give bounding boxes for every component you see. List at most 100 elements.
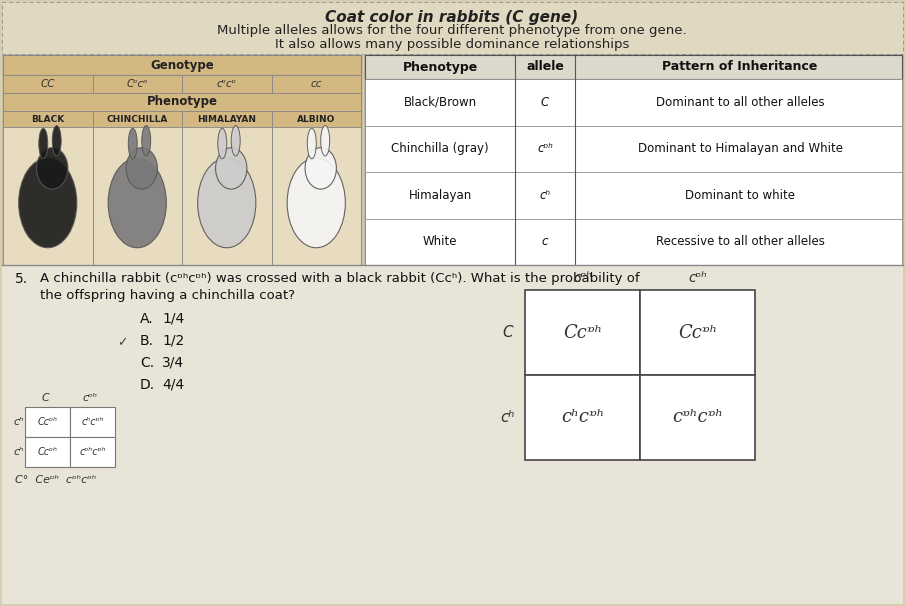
Text: BLACK: BLACK xyxy=(31,115,64,124)
Bar xyxy=(2,2,903,54)
Text: cc: cc xyxy=(310,79,322,89)
Ellipse shape xyxy=(36,148,68,189)
Text: Chinchilla (gray): Chinchilla (gray) xyxy=(391,142,489,155)
Bar xyxy=(640,290,755,375)
Text: C°  Ceᶛʰ  cᶛʰcᶛʰ: C° Ceᶛʰ cᶛʰcᶛʰ xyxy=(15,475,96,485)
Bar xyxy=(365,172,902,219)
Text: cᶛʰcᶛʰ: cᶛʰcᶛʰ xyxy=(80,447,106,457)
Bar xyxy=(365,125,902,172)
Text: cʰ: cʰ xyxy=(14,447,24,457)
Text: 3/4: 3/4 xyxy=(162,356,184,370)
Text: CHINCHILLA: CHINCHILLA xyxy=(107,115,168,124)
Text: allele: allele xyxy=(526,61,564,73)
Text: C: C xyxy=(502,325,513,340)
Text: cʰ: cʰ xyxy=(539,188,550,202)
Ellipse shape xyxy=(126,148,157,189)
Text: HIMALAYAN: HIMALAYAN xyxy=(197,115,256,124)
Text: 1/4: 1/4 xyxy=(162,312,185,326)
Bar xyxy=(272,127,361,265)
Ellipse shape xyxy=(19,158,77,248)
Text: Pattern of Inheritance: Pattern of Inheritance xyxy=(662,61,818,73)
Bar xyxy=(2,265,903,604)
Text: Dominant to Himalayan and White: Dominant to Himalayan and White xyxy=(637,142,843,155)
Text: CC: CC xyxy=(41,79,55,89)
Text: Coat color in rabbits (C gene): Coat color in rabbits (C gene) xyxy=(326,10,578,25)
Ellipse shape xyxy=(231,125,240,156)
Text: Ccᶛʰ: Ccᶛʰ xyxy=(37,447,58,457)
Text: cᶛʰ: cᶛʰ xyxy=(82,393,98,403)
Bar xyxy=(3,93,361,111)
Text: D.: D. xyxy=(140,378,155,392)
Bar xyxy=(365,55,902,265)
Text: 1/2: 1/2 xyxy=(162,334,185,348)
Text: Phenotype: Phenotype xyxy=(147,96,217,108)
Ellipse shape xyxy=(129,128,138,159)
Text: Cᶛcᶛ: Cᶛcᶛ xyxy=(127,79,148,89)
Text: cʰ: cʰ xyxy=(500,410,515,425)
Text: Phenotype: Phenotype xyxy=(403,61,478,73)
Text: c: c xyxy=(542,235,548,248)
Bar xyxy=(365,219,902,265)
Bar xyxy=(525,290,640,375)
Text: Ccᶛʰ: Ccᶛʰ xyxy=(563,324,602,342)
Bar xyxy=(70,407,115,437)
Text: cᶛʰ: cᶛʰ xyxy=(537,142,553,155)
Ellipse shape xyxy=(287,158,346,248)
Text: A.: A. xyxy=(140,312,154,326)
Text: cᶛʰ: cᶛʰ xyxy=(688,271,707,285)
Text: White: White xyxy=(423,235,457,248)
Bar xyxy=(640,375,755,460)
Text: Ccᶛʰ: Ccᶛʰ xyxy=(37,417,58,427)
Ellipse shape xyxy=(218,128,227,159)
Text: Ccᶛʰ: Ccᶛʰ xyxy=(678,324,717,342)
Text: A chinchilla rabbit (cᶛʰcᶛʰ) was crossed with a black rabbit (Ccʰ). What is the : A chinchilla rabbit (cᶛʰcᶛʰ) was crossed… xyxy=(40,272,640,285)
Text: Recessive to all other alleles: Recessive to all other alleles xyxy=(655,235,824,248)
Text: cʰ: cʰ xyxy=(14,417,24,427)
Ellipse shape xyxy=(308,128,316,159)
Text: 5.: 5. xyxy=(15,272,28,286)
Bar xyxy=(3,75,92,93)
Text: cᶛʰ: cᶛʰ xyxy=(573,271,592,285)
Text: B.: B. xyxy=(140,334,154,348)
Ellipse shape xyxy=(52,125,62,156)
Ellipse shape xyxy=(305,148,337,189)
Bar xyxy=(525,375,640,460)
Bar xyxy=(3,111,92,127)
Bar xyxy=(92,127,182,265)
Text: cʰcᶛʰ: cʰcᶛʰ xyxy=(81,417,104,427)
Text: Dominant to white: Dominant to white xyxy=(685,188,795,202)
Ellipse shape xyxy=(197,158,256,248)
Text: Black/Brown: Black/Brown xyxy=(404,96,477,108)
Text: C.: C. xyxy=(140,356,154,370)
Bar xyxy=(92,75,182,93)
Bar xyxy=(3,127,92,265)
Text: the offspring having a chinchilla coat?: the offspring having a chinchilla coat? xyxy=(40,289,295,302)
Ellipse shape xyxy=(39,128,48,159)
Bar xyxy=(3,55,361,75)
Bar xyxy=(182,127,272,265)
Ellipse shape xyxy=(109,158,167,248)
Bar xyxy=(92,111,182,127)
Text: 4/4: 4/4 xyxy=(162,378,184,392)
Text: ALBINO: ALBINO xyxy=(297,115,336,124)
Ellipse shape xyxy=(215,148,247,189)
Bar xyxy=(25,407,70,437)
Text: Genotype: Genotype xyxy=(150,59,214,72)
Bar xyxy=(25,437,70,467)
Text: Himalayan: Himalayan xyxy=(408,188,472,202)
Text: ✓: ✓ xyxy=(117,336,128,349)
Bar xyxy=(272,75,361,93)
Bar xyxy=(70,437,115,467)
Text: It also allows many possible dominance relationships: It also allows many possible dominance r… xyxy=(275,38,629,51)
Bar xyxy=(182,75,272,93)
Ellipse shape xyxy=(142,125,150,156)
Text: Multiple alleles allows for the four different phenotype from one gene.: Multiple alleles allows for the four dif… xyxy=(217,24,687,37)
Bar xyxy=(182,111,272,127)
Bar xyxy=(3,55,361,265)
Text: cᶛʰcᶛʰ: cᶛʰcᶛʰ xyxy=(672,408,723,427)
Text: C: C xyxy=(541,96,549,108)
Bar xyxy=(365,55,902,79)
Text: Dominant to all other alleles: Dominant to all other alleles xyxy=(656,96,824,108)
Bar xyxy=(365,79,902,125)
Ellipse shape xyxy=(320,125,329,156)
